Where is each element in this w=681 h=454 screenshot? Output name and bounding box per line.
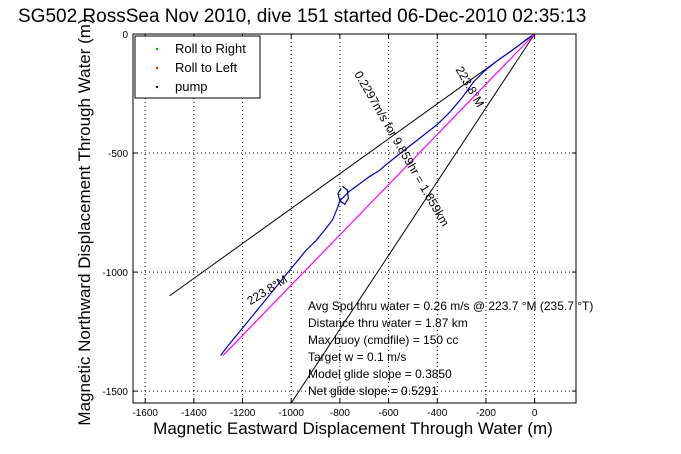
- axis-ticks: -1600 -1400 -1200 -1000 -800 -600 -400 -200 0 0 -5…: [102, 30, 576, 419]
- y-tick-label: -500: [108, 149, 128, 160]
- y-tick-label: 0: [122, 30, 128, 41]
- y-axis-label: Magnetic Northward Displacement Through …: [75, 18, 94, 425]
- annotation-line: Max buoy (cmdfile) = 150 cc: [308, 333, 458, 347]
- data-series: [220, 33, 536, 356]
- x-tick-label: 0: [532, 408, 538, 419]
- legend-marker: [155, 66, 159, 70]
- reference-lines: [169, 33, 536, 404]
- x-tick-label: -800: [330, 408, 350, 419]
- x-tick-label: -1200: [230, 408, 256, 419]
- series-line-track: [220, 33, 535, 356]
- y-tick-label: -1500: [102, 387, 128, 398]
- series-line-pump: [337, 185, 350, 206]
- x-tick-label: -400: [427, 408, 447, 419]
- x-tick-label: -600: [379, 408, 399, 419]
- legend-marker: [155, 85, 159, 89]
- legend-marker: [155, 47, 159, 51]
- series-line-heading-line: [222, 33, 536, 356]
- x-tick-label: -1400: [181, 408, 207, 419]
- annotation-block: Avg Spd thru water = 0.26 m/s @ 223.7 °M…: [308, 299, 593, 398]
- line-label: 223.8°M: [244, 272, 289, 308]
- legend-entry-label: pump: [175, 79, 208, 94]
- legend-entry-label: Roll to Left: [175, 60, 238, 75]
- annotation-line: Distance thru water = 1.87 km: [308, 316, 468, 330]
- legend-box: [134, 35, 261, 99]
- y-tick-label: -1000: [102, 268, 128, 279]
- legend-entry-label: Roll to Right: [175, 41, 246, 56]
- reference-line: [290, 33, 536, 404]
- x-tick-label: -1000: [278, 408, 304, 419]
- reference-line: [169, 33, 535, 297]
- legend: Roll to Right Roll to Left pump: [134, 35, 261, 99]
- annotation-line: Model glide slope = 0.3850: [308, 367, 452, 381]
- annotation-line: Net glide slope = 0.5291: [308, 384, 438, 398]
- x-tick-label: -1600: [132, 408, 158, 419]
- x-axis-label: Magnetic Eastward Displacement Through W…: [153, 419, 553, 438]
- axes-frame: [132, 33, 577, 404]
- annotation-line: Target w = 0.1 m/s: [308, 350, 406, 364]
- grid-lines: [133, 33, 576, 403]
- line-label: 0.2297m/s for 9.859hr = 1.859km: [351, 68, 452, 228]
- annotation-line: Avg Spd thru water = 0.26 m/s @ 223.7 °M…: [308, 299, 593, 313]
- x-tick-label: -200: [476, 408, 496, 419]
- line-labels: 223.8°M0.2297m/s for 9.859hr = 1.859km 22…: [244, 64, 487, 308]
- chart-title: SG502 RossSea Nov 2010, dive 151 started…: [18, 6, 586, 27]
